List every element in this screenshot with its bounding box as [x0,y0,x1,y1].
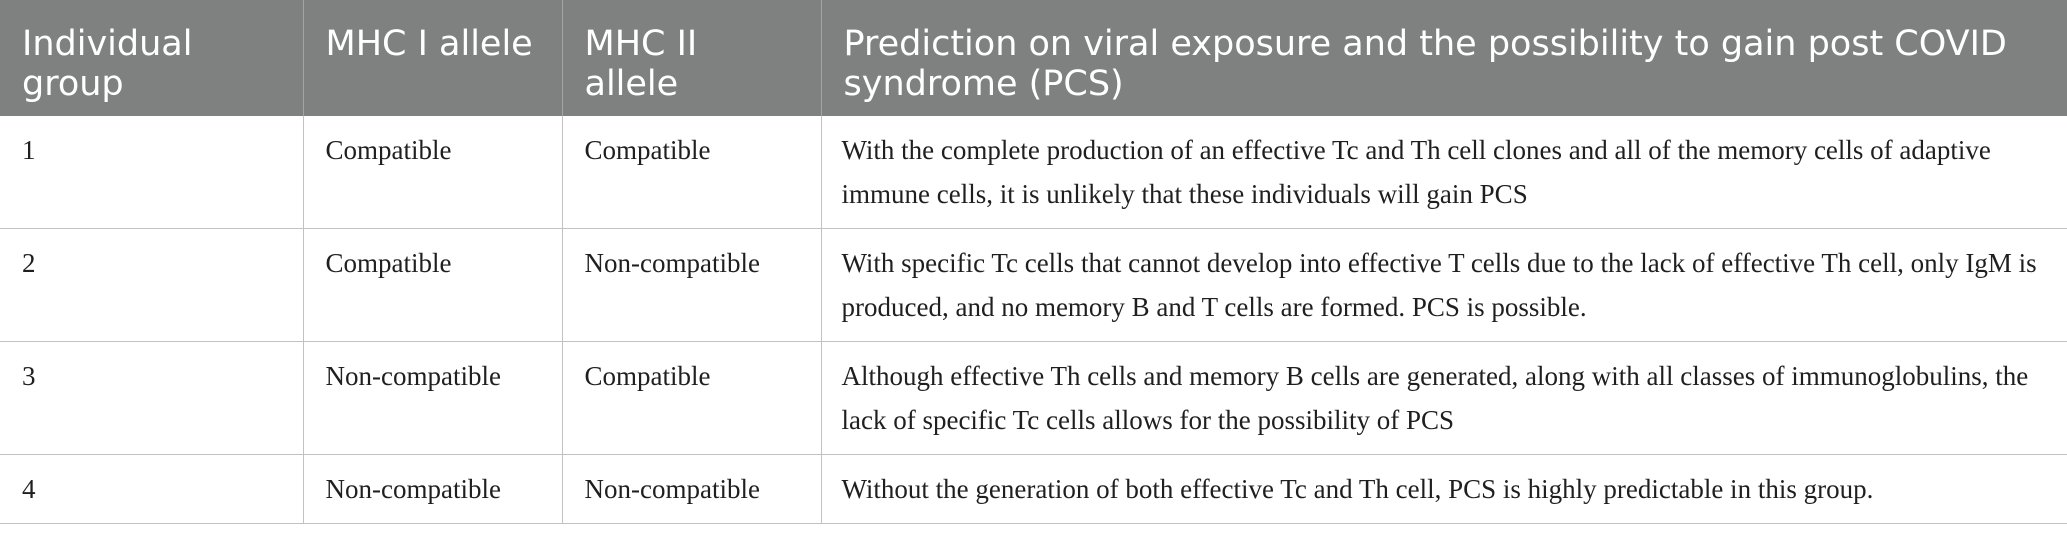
cell-mhc-i: Compatible [302,228,562,342]
cell-prediction: With specific Tc cells that cannot devel… [820,228,2067,342]
cell-group: 2 [0,228,303,342]
header-mhc-i-allele: MHC I allele [302,0,562,116]
cell-mhc-ii: Compatible [561,341,821,455]
cell-prediction: Although effective Th cells and memory B… [820,341,2067,455]
table-header: Individual group MHC I allele MHC II all… [0,0,2067,116]
table-body: 1 Compatible Compatible With the complet… [0,116,2067,524]
header-prediction: Prediction on viral exposure and the pos… [820,0,2067,116]
table-row: 2 Compatible Non-compatible With specifi… [0,228,2067,342]
cell-mhc-i: Non-compatible [302,454,562,524]
header-row: Individual group MHC I allele MHC II all… [0,0,2067,116]
cell-prediction: Without the generation of both effective… [820,454,2067,524]
table-row: 1 Compatible Compatible With the complet… [0,116,2067,229]
cell-group: 1 [0,116,303,229]
table-row: 3 Non-compatible Compatible Although eff… [0,341,2067,455]
cell-mhc-ii: Non-compatible [561,454,821,524]
cell-mhc-i: Non-compatible [302,341,562,455]
header-mhc-ii-allele: MHC II allele [561,0,821,116]
header-individual-group: Individual group [0,0,303,116]
cell-mhc-ii: Compatible [561,116,821,229]
table-row: 4 Non-compatible Non-compatible Without … [0,454,2067,524]
cell-group: 4 [0,454,303,524]
cell-prediction: With the complete production of an effec… [820,116,2067,229]
cell-mhc-i: Compatible [302,116,562,229]
cell-mhc-ii: Non-compatible [561,228,821,342]
cell-group: 3 [0,341,303,455]
